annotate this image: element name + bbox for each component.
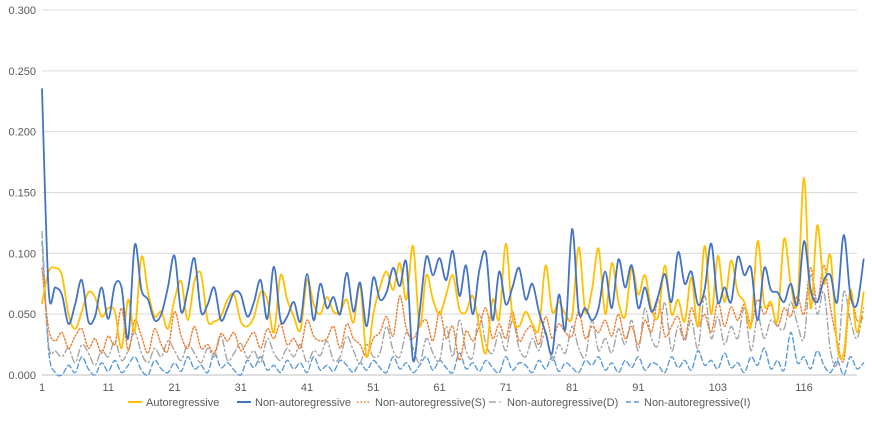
x-tick-label: 1 [39, 382, 45, 394]
x-tick-label: 21 [168, 382, 180, 394]
y-tick-label: 0.250 [8, 66, 36, 78]
legend-item: Non-autoregressive(S) [357, 397, 486, 409]
y-tick-label: 0.300 [8, 5, 36, 17]
legend-item: Non-autoregressive(D) [489, 397, 618, 409]
x-axis-tick-labels: 1 11 21 31 41 51 61 71 81 91 103 116 [39, 382, 813, 394]
x-tick-label: 31 [235, 382, 247, 394]
legend-label: Non-autoregressive [255, 397, 351, 409]
y-tick-label: 0.150 [8, 188, 36, 200]
y-tick-label: 0.050 [8, 309, 36, 321]
legend-item: Autoregressive [128, 397, 219, 409]
legend: Autoregressive Non-autoregressive Non-auto… [128, 397, 750, 409]
legend-item: Non-autoregressive [237, 397, 351, 409]
y-tick-label: 0.000 [8, 370, 36, 382]
x-tick-label: 81 [566, 382, 578, 394]
series-lines [41, 88, 865, 377]
x-tick-label: 71 [500, 382, 512, 394]
legend-label: Non-autoregressive(D) [507, 397, 618, 409]
y-tick-label: 0.100 [8, 248, 36, 260]
x-tick-label: 51 [367, 382, 379, 394]
series-line-non-autoregressive-s [41, 264, 865, 363]
x-tick-label: 116 [795, 382, 813, 394]
x-tick-label: 91 [632, 382, 644, 394]
legend-label: Autoregressive [146, 397, 219, 409]
x-tick-label: 11 [103, 382, 114, 394]
series-line-non-autoregressive [41, 88, 865, 363]
series-line-non-autoregressive-d [41, 230, 865, 368]
legend-label: Non-autoregressive(I) [644, 397, 750, 409]
x-tick-label: 61 [433, 382, 445, 394]
y-tick-label: 0.200 [8, 127, 36, 139]
legend-item: Non-autoregressive(I) [626, 397, 750, 409]
y-axis-tick-labels: 0.000 0.050 0.100 0.150 0.200 0.250 0.300 [8, 5, 36, 382]
x-tick-label: 41 [301, 382, 313, 394]
gridlines [42, 9, 857, 376]
x-tick-label: 103 [709, 382, 727, 394]
legend-label: Non-autoregressive(S) [375, 397, 486, 409]
series-line-autoregressive [41, 176, 865, 360]
series-line-non-autoregressive-i [41, 240, 865, 377]
